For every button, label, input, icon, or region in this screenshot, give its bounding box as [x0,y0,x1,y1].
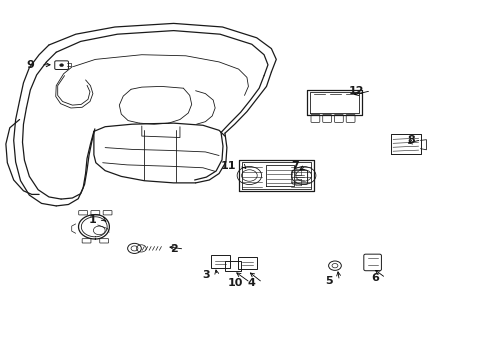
Text: 8: 8 [406,135,414,145]
Circle shape [60,64,63,67]
Text: 7: 7 [291,161,299,171]
Text: 2: 2 [169,244,177,254]
Text: 9: 9 [26,60,34,70]
Text: 4: 4 [247,278,255,288]
Text: 1: 1 [89,215,97,225]
Text: 12: 12 [348,86,364,96]
Text: 11: 11 [220,161,236,171]
Text: 3: 3 [202,270,210,280]
Text: 5: 5 [324,276,332,286]
Text: 6: 6 [370,273,378,283]
Text: 10: 10 [228,278,243,288]
